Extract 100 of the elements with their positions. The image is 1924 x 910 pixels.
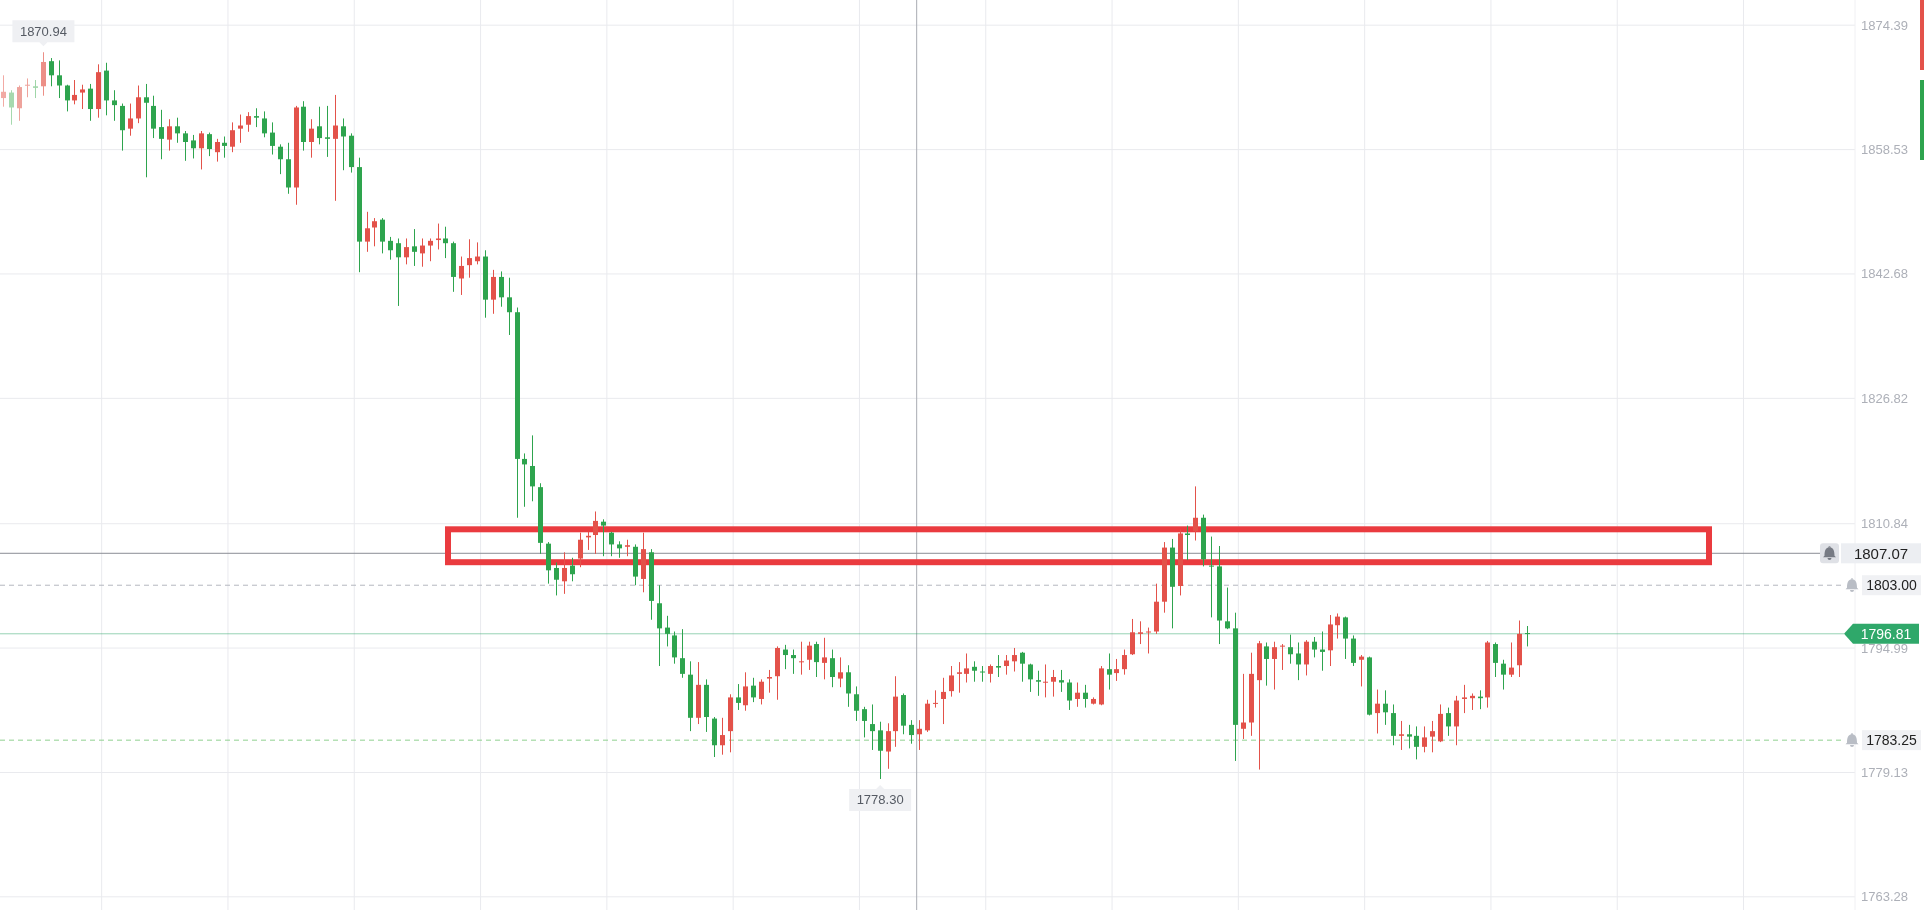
candlestick bbox=[1036, 670, 1041, 697]
candlestick bbox=[1, 74, 6, 108]
candlestick bbox=[554, 561, 559, 596]
candlestick bbox=[1359, 654, 1364, 687]
candlestick bbox=[278, 143, 283, 175]
candlestick bbox=[846, 664, 851, 708]
candlestick bbox=[17, 85, 22, 122]
candlestick bbox=[420, 237, 425, 268]
candlestick bbox=[1241, 673, 1246, 740]
candlestick bbox=[799, 641, 804, 676]
annotation: 1778.30 bbox=[856, 792, 904, 808]
candlestick bbox=[230, 121, 235, 153]
candlestick bbox=[949, 665, 954, 698]
candlestick bbox=[530, 434, 535, 502]
candlestick bbox=[246, 111, 251, 133]
candlestick bbox=[562, 551, 567, 595]
candlestick bbox=[822, 637, 827, 680]
candlestick bbox=[199, 130, 204, 170]
candlestick bbox=[743, 671, 748, 712]
candlestick bbox=[372, 217, 377, 247]
candlestick bbox=[396, 237, 401, 307]
candlestick bbox=[222, 136, 227, 159]
candlestick bbox=[428, 237, 433, 262]
candlestick bbox=[870, 703, 875, 751]
candlestick bbox=[88, 83, 93, 122]
candlestick bbox=[1501, 659, 1506, 691]
candlestick bbox=[1122, 649, 1127, 676]
candlestick bbox=[1067, 678, 1072, 711]
candlestick bbox=[159, 109, 164, 160]
candlestick bbox=[996, 654, 1001, 678]
candlestick bbox=[1059, 669, 1064, 693]
candlestick bbox=[1225, 587, 1230, 630]
candlestick bbox=[136, 85, 141, 124]
candlestick bbox=[112, 89, 117, 122]
candlestick bbox=[1422, 725, 1427, 753]
candlestick bbox=[270, 121, 275, 156]
ref-line-label: 1807.07 bbox=[1853, 544, 1909, 562]
candlestick bbox=[736, 683, 741, 711]
candlestick bbox=[1375, 689, 1380, 734]
candlestick bbox=[964, 652, 969, 683]
candlestick bbox=[388, 236, 393, 261]
candlestick bbox=[1083, 684, 1088, 709]
candlestick bbox=[1146, 627, 1151, 654]
candlestick bbox=[1075, 682, 1080, 708]
y-tick-label: 1779.13 bbox=[1861, 764, 1908, 780]
candlestick bbox=[1509, 641, 1514, 678]
candlestick bbox=[459, 256, 464, 296]
candlestick bbox=[917, 719, 922, 751]
candlestick bbox=[80, 84, 85, 110]
ref-line-label: 1796.81 bbox=[1860, 625, 1912, 642]
candlestick bbox=[830, 649, 835, 688]
candlestick bbox=[680, 628, 685, 679]
candlestick bbox=[175, 117, 180, 144]
candlestick bbox=[1051, 669, 1056, 698]
candlestick bbox=[886, 722, 891, 770]
ref-line-label: 1803.00 bbox=[1866, 577, 1918, 594]
candlestick bbox=[1462, 684, 1467, 714]
candlestick bbox=[25, 77, 30, 98]
candlestick bbox=[1272, 641, 1277, 691]
candlestick bbox=[957, 661, 962, 694]
candlestick bbox=[404, 237, 409, 265]
candlestick bbox=[467, 238, 472, 279]
candlestick bbox=[1130, 618, 1135, 656]
candlestick bbox=[1012, 647, 1017, 673]
candlestick bbox=[720, 717, 725, 756]
candlestick bbox=[672, 631, 677, 665]
candlestick bbox=[578, 532, 583, 568]
candlestick bbox=[1391, 703, 1396, 746]
candlestick bbox=[854, 685, 859, 722]
candlestick bbox=[783, 644, 788, 670]
candlestick bbox=[1193, 485, 1198, 542]
candlestick bbox=[65, 84, 70, 112]
candlestick bbox=[215, 138, 220, 163]
candlestick bbox=[751, 677, 756, 703]
candlestick bbox=[57, 59, 62, 99]
candlestick bbox=[767, 669, 772, 694]
ref-line-label: 1783.25 bbox=[1866, 732, 1918, 749]
candlestick bbox=[128, 103, 133, 137]
candlestick bbox=[491, 269, 496, 315]
y-tick-label: 1794.99 bbox=[1861, 640, 1908, 656]
candlestick bbox=[1407, 724, 1412, 749]
candlestick bbox=[317, 106, 322, 145]
candlestick bbox=[838, 656, 843, 688]
y-tick-label: 1874.39 bbox=[1861, 17, 1908, 33]
candlestick bbox=[33, 79, 38, 99]
candlestick bbox=[1028, 663, 1033, 693]
candlestick bbox=[814, 641, 819, 678]
candlestick bbox=[522, 452, 527, 508]
candlestick bbox=[499, 270, 504, 308]
candlestick bbox=[436, 223, 441, 250]
candlestick bbox=[333, 94, 338, 202]
candlestick bbox=[862, 706, 867, 738]
candlestick bbox=[1312, 636, 1317, 658]
candlestick bbox=[1107, 652, 1112, 691]
candlestick bbox=[988, 663, 993, 683]
candlestick bbox=[1414, 725, 1419, 760]
candlestick bbox=[1020, 651, 1025, 683]
candlestick bbox=[1004, 654, 1009, 676]
candlestick bbox=[507, 277, 512, 336]
candlestick bbox=[207, 132, 212, 157]
